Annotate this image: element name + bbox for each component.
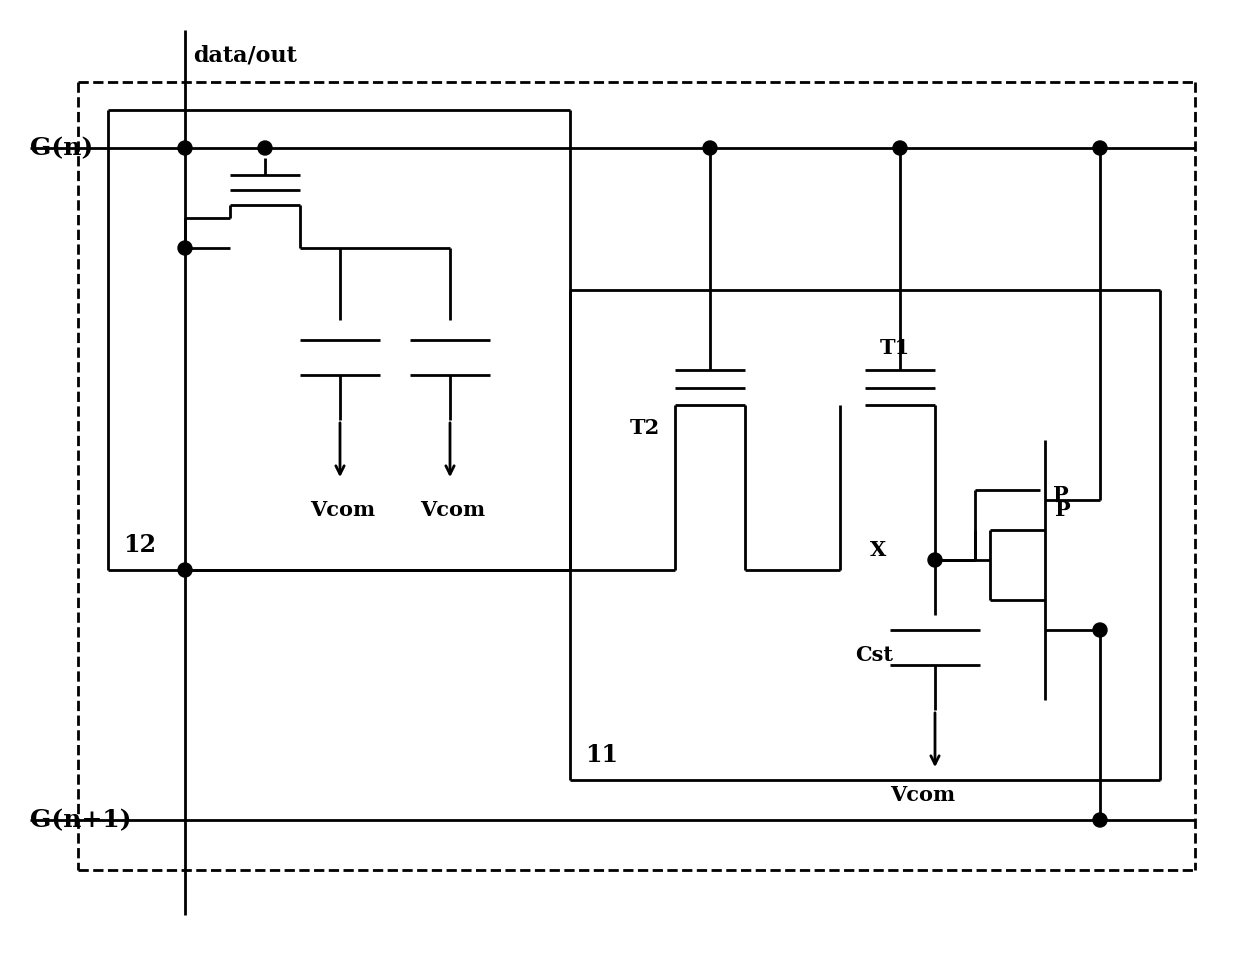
Text: T1: T1 bbox=[880, 338, 910, 358]
Text: Vcom: Vcom bbox=[420, 500, 485, 520]
Text: data/out: data/out bbox=[193, 44, 296, 66]
Circle shape bbox=[179, 141, 192, 155]
Circle shape bbox=[1092, 813, 1107, 827]
Circle shape bbox=[179, 563, 192, 577]
Circle shape bbox=[1092, 623, 1107, 637]
Circle shape bbox=[179, 241, 192, 255]
Circle shape bbox=[258, 141, 272, 155]
Text: T2: T2 bbox=[630, 418, 660, 438]
Circle shape bbox=[928, 553, 942, 567]
Text: 11: 11 bbox=[585, 743, 618, 767]
Text: G(n): G(n) bbox=[30, 136, 93, 160]
Text: Cst: Cst bbox=[856, 645, 893, 665]
Circle shape bbox=[893, 141, 906, 155]
Text: X: X bbox=[870, 540, 887, 560]
Text: G(n+1): G(n+1) bbox=[30, 808, 131, 832]
Text: 12: 12 bbox=[123, 533, 156, 557]
Text: P: P bbox=[1055, 500, 1070, 520]
Circle shape bbox=[1092, 141, 1107, 155]
Text: Vcom: Vcom bbox=[310, 500, 376, 520]
Text: P: P bbox=[1053, 485, 1069, 505]
Text: Vcom: Vcom bbox=[890, 785, 955, 805]
Circle shape bbox=[703, 141, 717, 155]
